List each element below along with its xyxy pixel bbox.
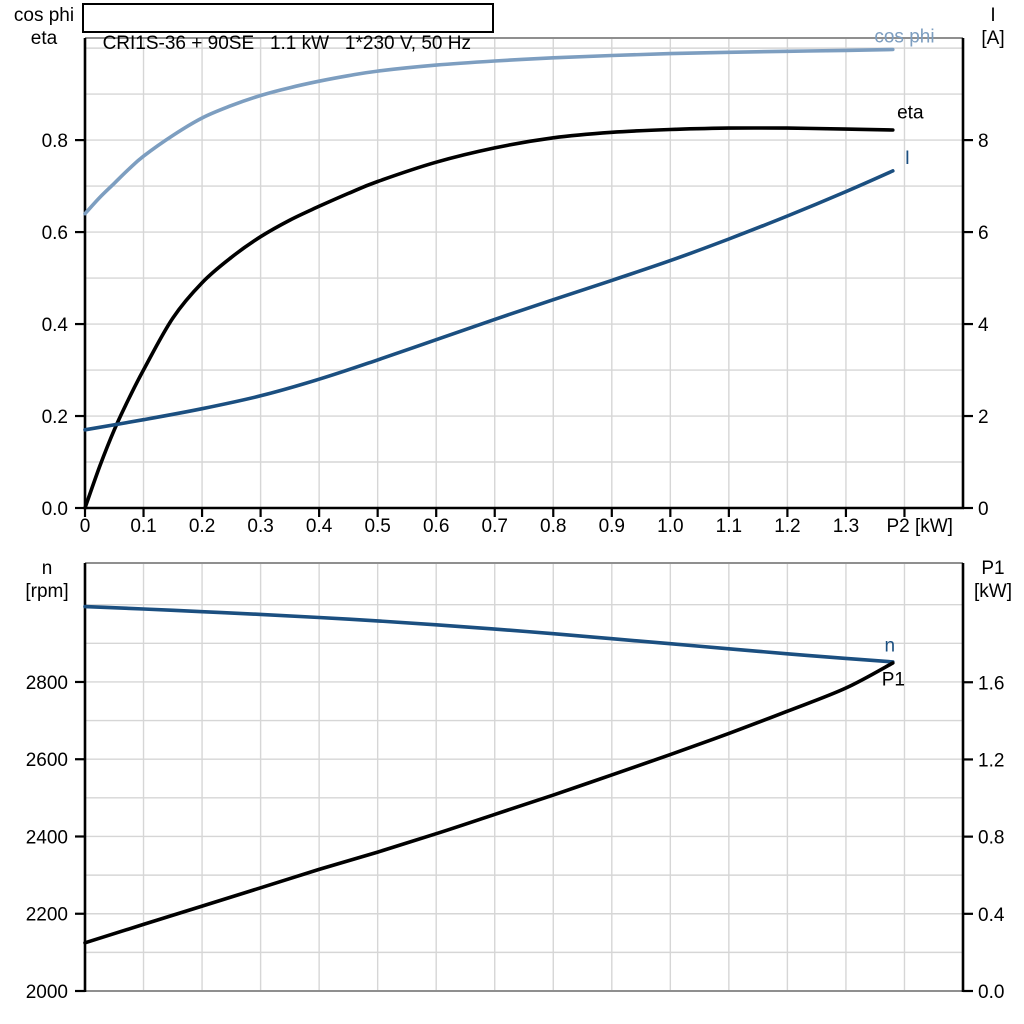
chart1-left-tick-label: 0.8 bbox=[42, 131, 68, 152]
chart2-right-tick-label: 0.8 bbox=[978, 828, 1004, 849]
chart1-right-tick-label: 8 bbox=[978, 131, 989, 152]
cos-phi-axis-label: cos phi bbox=[13, 5, 75, 26]
chart1-x-tick-label: 1.1 bbox=[716, 516, 742, 537]
chart1-left-tick-label: 0.4 bbox=[42, 315, 69, 336]
bottom-chart-left-axis-title: n [rpm] bbox=[12, 557, 82, 603]
speed-unit-label: [rpm] bbox=[25, 581, 69, 602]
chart2-left-tick-label: 2000 bbox=[26, 982, 68, 1003]
chart2-left-tick-label: 2800 bbox=[26, 673, 68, 694]
chart1-x-axis-label: P2 [kW] bbox=[886, 516, 953, 537]
curve-label-cos-phi: cos phi bbox=[874, 27, 934, 48]
curve-label-i: I bbox=[905, 148, 910, 169]
top-chart-right-axis-title: I [A] bbox=[966, 4, 1020, 50]
chart2-left-tick-label: 2200 bbox=[26, 905, 68, 926]
chart1-right-tick-label: 0 bbox=[978, 499, 989, 520]
p1-axis-label: P1 bbox=[981, 558, 1005, 579]
curve-eta bbox=[83, 126, 895, 510]
pump-title-text: CRI1S-36 + 90SE 1.1 kW 1*230 V, 50 Hz bbox=[102, 33, 471, 54]
chart1-x-tick-label: 1.3 bbox=[833, 516, 859, 537]
p1-unit-label: [kW] bbox=[974, 581, 1012, 602]
chart1-x-tick-label: 0.7 bbox=[482, 516, 508, 537]
chart1-x-tick-label: 0 bbox=[80, 516, 91, 537]
bottom-chart-right-axis-title: P1 [kW] bbox=[964, 557, 1022, 603]
chart1-x-tick-label: 0.2 bbox=[189, 516, 215, 537]
chart1-x-tick-label: 0.4 bbox=[306, 516, 333, 537]
curve-cos-phi bbox=[83, 47, 895, 216]
chart1-x-tick-label: 0.8 bbox=[540, 516, 566, 537]
current-unit-label: [A] bbox=[981, 28, 1005, 49]
chart1-x-tick-label: 0.6 bbox=[423, 516, 449, 537]
curve-p1 bbox=[83, 661, 895, 945]
chart1-right-tick-label: 2 bbox=[978, 407, 989, 428]
curve-n bbox=[83, 604, 895, 664]
chart2-right-tick-label: 0.4 bbox=[978, 905, 1005, 926]
chart1-left-tick-label: 0.2 bbox=[42, 407, 68, 428]
curve-label-eta: eta bbox=[897, 103, 924, 124]
chart2-right-tick-label: 1.2 bbox=[978, 750, 1004, 771]
chart1-left-tick-label: 0.6 bbox=[42, 223, 68, 244]
chart2-right-tick-label: 1.6 bbox=[978, 673, 1004, 694]
chart1-x-tick-label: 1.2 bbox=[774, 516, 800, 537]
pump-title-box: CRI1S-36 + 90SE 1.1 kW 1*230 V, 50 Hz bbox=[82, 3, 494, 54]
chart1-x-tick-label: 0.5 bbox=[364, 516, 390, 537]
chart2-right-tick-label: 0.0 bbox=[978, 982, 1004, 1003]
chart1-x-tick-label: 0.3 bbox=[247, 516, 273, 537]
chart1-right-tick-label: 4 bbox=[978, 315, 989, 336]
chart1-x-tick-label: 0.9 bbox=[599, 516, 625, 537]
curve-label-p1: P1 bbox=[882, 669, 905, 690]
chart1-x-tick-label: 0.1 bbox=[130, 516, 156, 537]
chart1-left-tick-label: 0.0 bbox=[42, 499, 68, 520]
chart1-x-tick-label: 1.0 bbox=[657, 516, 683, 537]
chart2-left-tick-label: 2400 bbox=[26, 827, 68, 848]
chart2-left-tick-label: 2600 bbox=[26, 750, 68, 771]
curve-label-n: n bbox=[885, 636, 896, 657]
speed-axis-label: n bbox=[41, 558, 53, 579]
top-chart-left-axis-title: cos phi eta bbox=[6, 4, 82, 50]
eta-axis-label: eta bbox=[30, 28, 58, 49]
chart1-right-tick-label: 6 bbox=[978, 223, 989, 244]
curve-i bbox=[83, 169, 895, 432]
current-axis-label: I bbox=[990, 5, 996, 26]
